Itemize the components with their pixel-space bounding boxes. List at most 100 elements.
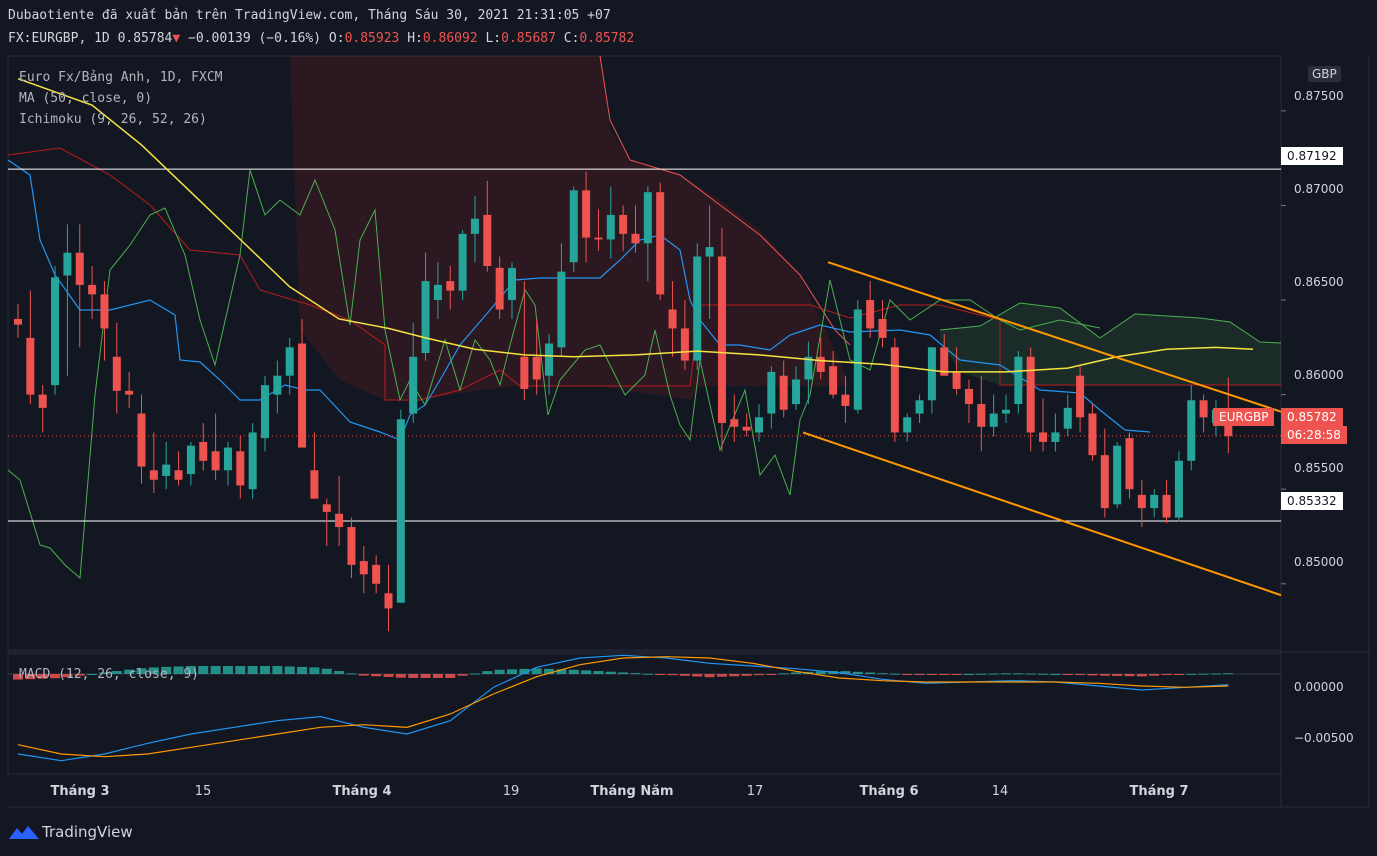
macd-histogram-bar — [334, 671, 345, 674]
candle-body — [1063, 407, 1072, 429]
macd-histogram-bar — [309, 667, 320, 674]
macd-histogram-bar — [420, 674, 431, 678]
macd-histogram-bar — [1001, 673, 1011, 675]
candle-body — [631, 233, 640, 244]
macd-histogram-bar — [618, 672, 629, 674]
candle-body — [989, 413, 998, 427]
macd-histogram-bar — [593, 671, 604, 674]
candle-body — [792, 379, 801, 405]
candle-body — [1039, 432, 1048, 442]
macd-histogram-bar — [1050, 674, 1061, 675]
legend-pair[interactable]: Euro Fx/Bảng Anh, 1D, FXCM — [19, 70, 223, 85]
macd-histogram-bar — [87, 674, 98, 675]
time-tick: Tháng 4 — [332, 784, 392, 799]
close-label: C: — [563, 31, 580, 46]
symbol-tag: EURGBP — [1213, 408, 1275, 426]
candle-body — [755, 417, 763, 433]
close-value: 0.85782 — [579, 31, 635, 46]
symbol-label: FX:EURGBP, 1D — [8, 31, 110, 46]
macd-histogram-bar — [371, 674, 382, 677]
candle-body — [656, 192, 665, 295]
macd-histogram-bar — [210, 666, 221, 674]
price-tick: 0.85500 — [1294, 461, 1344, 475]
macd-histogram-bar — [939, 674, 950, 675]
candles — [14, 171, 1233, 632]
ichimoku-cloud-bullish — [940, 303, 1281, 385]
macd-histogram-bar — [642, 673, 653, 675]
macd-histogram-bar — [1223, 673, 1234, 675]
time-tick: 19 — [502, 784, 520, 799]
macd-histogram-bar — [865, 672, 876, 674]
macd-histogram-bar — [852, 671, 863, 674]
macd-histogram-bar — [272, 666, 283, 674]
macd-histogram-bar — [235, 666, 246, 674]
candle-body — [890, 347, 899, 433]
senkou-span-a — [939, 302, 1282, 344]
macd-histogram-bar — [926, 674, 937, 675]
macd-histogram-bar — [716, 674, 727, 677]
macd-histogram-bar — [136, 668, 147, 674]
macd-histogram-bar — [630, 673, 641, 675]
macd-histogram-bar — [408, 674, 419, 678]
macd-histogram-bar — [247, 666, 258, 674]
tradingview-logo[interactable]: TradingView — [8, 820, 133, 844]
candle-body — [162, 464, 171, 476]
brand-name: TradingView — [42, 823, 133, 841]
time-tick: Tháng 7 — [1129, 784, 1189, 799]
macd-histogram-bar — [1099, 674, 1110, 676]
high-value: 0.86092 — [422, 31, 478, 46]
candle-body — [977, 404, 986, 427]
candle-body — [1026, 356, 1035, 433]
price-tick: 0.85000 — [1294, 555, 1344, 569]
time-tick: 15 — [194, 784, 212, 799]
candle-body — [186, 445, 195, 475]
chikou-span — [7, 169, 1101, 580]
channel-upper-line — [827, 261, 1282, 413]
senkou-span-b — [599, 55, 851, 346]
macd-histogram-bar — [383, 674, 394, 677]
macd-histogram-bar — [1025, 673, 1036, 675]
candle-body — [594, 237, 603, 240]
candle-body — [520, 356, 529, 389]
macd-histogram-bar — [1198, 673, 1209, 675]
macd-histogram-bar — [1173, 674, 1184, 675]
candle-body — [446, 281, 455, 291]
legend-macd[interactable]: MACD (12, 26, close, 9) — [19, 667, 200, 682]
legend-ma[interactable]: MA (50, close, 0) — [19, 91, 153, 106]
candle-body — [964, 388, 973, 405]
macd-histogram-bar — [445, 674, 456, 678]
candle-body — [1014, 356, 1023, 405]
price-change: −0.00139 (−0.16%) — [188, 31, 322, 46]
macd-histogram-bar — [284, 666, 295, 674]
macd-histogram-bar — [161, 666, 172, 674]
macd-histogram-bar — [62, 674, 73, 678]
macd-histogram-bar — [74, 674, 85, 676]
macd-histogram-bar — [605, 671, 616, 674]
candle-body — [1187, 400, 1196, 461]
high-label: H: — [407, 31, 423, 46]
time-tick: 14 — [991, 784, 1009, 799]
candle-body — [75, 252, 84, 285]
candle-body — [38, 394, 47, 408]
macd-histogram-bar — [222, 666, 233, 674]
macd-histogram-bar — [185, 666, 196, 674]
candle-body — [940, 347, 949, 376]
macd-histogram-bar — [655, 674, 666, 675]
macd-histogram-bar — [297, 666, 308, 674]
macd-histogram-bar — [988, 673, 999, 675]
candle-body — [236, 451, 245, 486]
currency-label[interactable]: GBP — [1308, 66, 1341, 82]
current-price-tag: 0.85782 — [1281, 408, 1343, 426]
macd-histogram-bar — [321, 668, 332, 674]
macd-histogram-bar — [260, 666, 270, 674]
macd-tick: −0.00500 — [1294, 731, 1354, 745]
candle-body — [742, 426, 751, 431]
candle-body — [1199, 400, 1208, 418]
candle-body — [1137, 494, 1146, 509]
candle-body — [606, 214, 615, 240]
candle-body — [14, 318, 22, 325]
legend-ichimoku[interactable]: Ichimoku (9, 26, 52, 26) — [19, 112, 207, 127]
candle-body — [199, 441, 208, 461]
macd-histogram-bar — [1087, 674, 1098, 676]
